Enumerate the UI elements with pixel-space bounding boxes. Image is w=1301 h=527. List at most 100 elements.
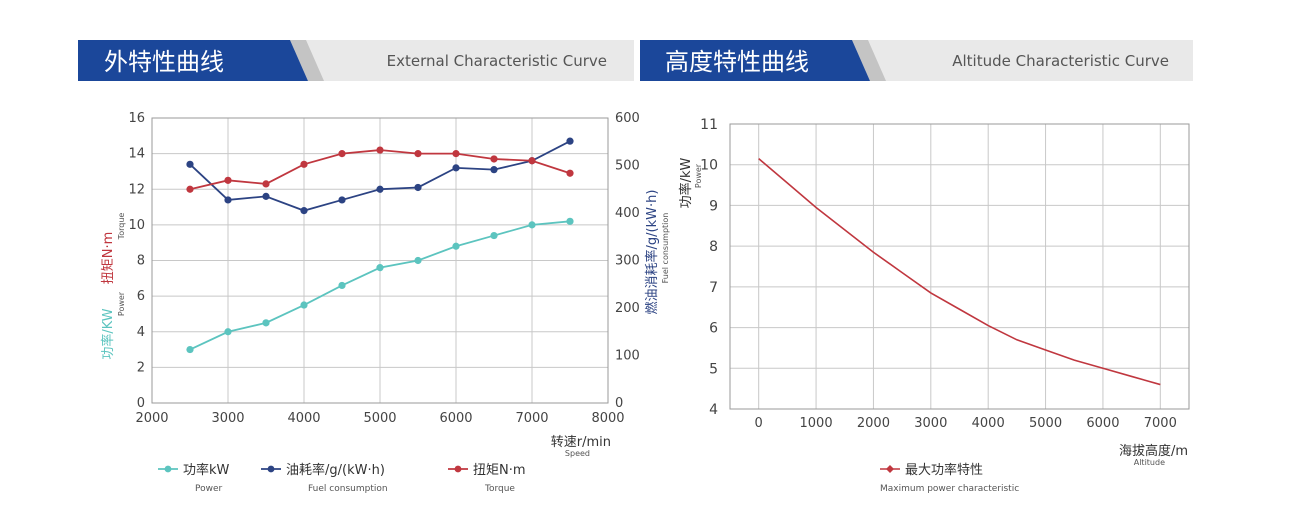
torque-series-point [224,176,232,184]
left-banner-subtitle: External Characteristic Curve [387,52,607,70]
y-tick-label: 8 [709,239,718,255]
y-tick-label: 5 [709,361,718,377]
legend-swatch-marker [267,465,275,473]
y-left-torque-subtitle: Torque [117,213,126,241]
plot-frame [151,117,609,404]
torque-series-point [186,185,194,193]
x-tick-label: 5000 [1029,416,1062,431]
legend-sublabel: Maximum power characteristic [880,484,1019,494]
torque-series-point [262,180,270,188]
left-banner-tab [78,40,308,81]
y-tick-label: 7 [709,280,718,296]
y-tick-label: 11 [700,117,718,133]
legend-swatch-marker [454,465,462,473]
fuel-consumption-series-point [262,192,270,200]
legend-label: 扭矩N·m [473,463,526,478]
y-right-tick-label: 600 [615,111,640,126]
y-left-tick-label: 14 [128,147,145,162]
y-left-tick-label: 16 [128,111,145,126]
x-tick-label: 4000 [287,411,320,426]
y-tick-label: 4 [709,402,718,418]
y-right-title: 燃油消耗率/g/(kW·h) [644,190,660,315]
y-left-tick-label: 6 [137,289,145,304]
power-series-point [414,256,422,265]
fuel-consumption-series-point [338,196,346,204]
power-series-point [186,345,194,354]
y-left-tick-label: 8 [137,254,145,269]
power-series-point [490,231,498,240]
legend-swatch-marker [886,465,894,473]
fuel-consumption-series-point [490,166,498,174]
x-tick-label: 2000 [857,416,890,431]
x-tick-label: 1000 [800,416,833,431]
torque-series-point [528,157,536,165]
fuel-consumption-series-point [300,207,308,215]
y-left-tick-label: 0 [137,396,145,411]
torque-series-point [376,146,384,154]
legend-sublabel: Fuel consumption [308,484,388,494]
power-series-point [566,217,574,225]
y-right-subtitle: Fuel consumption [661,213,670,284]
left-banner-title: 外特性曲线 [104,48,224,76]
external-characteristic-chart: 2000 3000 4000 5000 6000 7000 8000024681012141… [100,111,670,494]
y-left-tick-label: 10 [128,218,145,233]
power-series-point [338,281,346,290]
x-tick-label: 8000 [591,411,624,426]
power-series-point [262,319,270,327]
y-right-tick-label: 400 [615,206,640,221]
power-series-point [528,221,536,229]
plot-frame [729,123,1190,410]
x-axis-title: 转速r/min [551,435,611,450]
x-tick-label: 7000 [515,411,548,426]
left-banner: 外特性曲线 External Characteristic Curve [78,40,634,81]
power-series-point [452,242,460,250]
altitude-characteristic-chart: 0 1000 2000 3000 4000 5000 6000 7000 4 5 6 7 8 9 10 11 功… [678,117,1190,494]
power-series-point [224,328,232,336]
x-axis-title: 海拔高度/m [1119,443,1188,459]
y-right-tick-label: 300 [615,254,640,269]
torque-series-point [452,150,460,158]
fuel-consumption-series-point [376,185,384,193]
y-right-tick-label: 100 [615,349,640,364]
y-axis-title: 功率/kW [678,157,694,208]
y-left-tick-label: 12 [128,182,145,197]
y-right-tick-label: 200 [615,301,640,316]
x-tick-label: 2000 [135,411,168,426]
fuel-consumption-series-point [414,183,422,192]
x-tick-label: 4000 [972,416,1005,431]
x-axis-subtitle: Altitude [1134,458,1165,467]
right-banner-tab [640,40,870,81]
left-banner-stripe [290,40,324,81]
right-banner: 高度特性曲线 Altitude Characteristic Curve [640,40,1193,81]
y-tick-label: 6 [709,321,718,337]
x-tick-label: 3000 [914,416,947,431]
legend-label: 油耗率/g/(kW·h) [286,462,385,478]
power-series-point [300,301,308,309]
fuel-consumption-series-point [566,137,574,145]
x-tick-label: 6000 [1086,416,1119,431]
legend-swatch-marker [164,465,172,473]
power-series-point [376,264,384,272]
y-tick-label: 9 [709,198,718,214]
torque-series-point [338,150,346,158]
fuel-consumption-series-point [452,164,460,172]
torque-series-point [300,160,308,168]
max-power-series-line [758,157,1161,386]
y-left-power-title: 功率/KW [100,308,116,359]
x-tick-label: 5000 [363,411,396,426]
x-tick-label: 0 [755,416,763,431]
torque-series-point [566,169,574,177]
right-banner-stripe [852,40,886,81]
y-right-tick-label: 500 [615,159,640,174]
x-tick-label: 7000 [1144,416,1177,431]
torque-series-point [490,155,498,163]
x-axis-subtitle: Speed [565,449,590,458]
x-tick-label: 3000 [211,411,244,426]
right-banner-subtitle: Altitude Characteristic Curve [952,52,1169,70]
y-left-tick-label: 2 [137,360,145,375]
y-tick-label: 10 [700,158,718,174]
fuel-consumption-series-point [186,160,194,168]
y-left-tick-label: 4 [137,325,145,340]
legend-label: 功率kW [183,462,230,478]
